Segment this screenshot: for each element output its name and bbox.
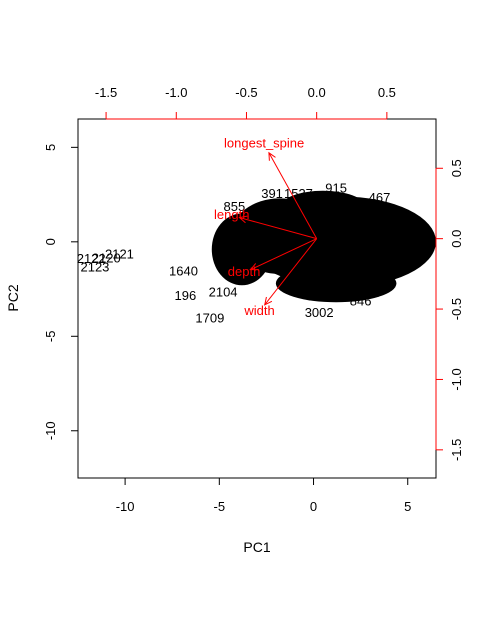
point-label: 391 [261,186,283,201]
loading-label: width [243,303,274,318]
y-tick-label: -10 [43,421,58,440]
loading-arrow [268,152,318,239]
point-label: 2120 [92,250,121,265]
top-tick-label: -1.0 [165,85,187,100]
right-tick-label: 0.5 [449,159,464,177]
top-tick-label: 0.0 [308,85,326,100]
loading-arrow [250,238,317,271]
right-tick-label: 0.0 [449,230,464,248]
loading-arrowhead [238,215,248,224]
point-label: 467 [369,190,391,205]
point-label: 941 [387,262,409,277]
right-tick-label: -1.0 [449,368,464,390]
axes: -10 -5 0 5 -10 -5 0 5 -1.5 -1.0 -0.5 0.0 0.5 -1.5 -1.0… [43,85,464,514]
point-label: 2122 [77,251,106,266]
right-tick-label: -0.5 [449,298,464,320]
point-cluster-blob [211,213,273,286]
x-tick-label: 5 [404,499,411,514]
point-label: 1640 [169,263,198,278]
loading-arrowhead [249,263,259,271]
point-label: 846 [350,294,372,309]
point-label: 196 [175,288,197,303]
y-tick-label: -5 [43,331,58,343]
loading-label: length [214,207,249,222]
point-label: 1537 [284,186,313,201]
x-tick-label: -10 [116,499,135,514]
x-axis-label: PC1 [243,539,270,555]
point-label: 2104 [209,284,238,299]
point-label: 915 [325,180,347,195]
point-cluster-blob [275,264,397,303]
loading-arrow [264,238,318,306]
y-tick-label: 5 [43,144,58,151]
x-tick-label: 0 [310,499,317,514]
loading-arrowhead [264,296,273,306]
top-tick-label: -0.5 [235,85,257,100]
loading-arrow [239,217,317,240]
y-axis-label: PC2 [5,284,21,311]
top-tick-label: 0.5 [378,85,396,100]
point-label: 2123 [80,260,109,275]
loading-label: depth [228,264,261,279]
point-label: 3002 [305,305,334,320]
x-tick-label: -5 [214,499,226,514]
right-tick-label: -1.5 [449,439,464,461]
point-label: 1709 [195,311,224,326]
point-label: 855 [224,199,246,214]
point-cluster-blob [360,211,418,273]
point-label: 699 [399,218,421,233]
y-tick-label: 0 [43,238,58,245]
top-tick-label: -1.5 [95,85,117,100]
point-label: 2121 [105,246,134,261]
plot-frame [77,118,437,479]
loading-arrowhead [268,151,276,161]
loading-label: longest_spine [224,136,304,151]
